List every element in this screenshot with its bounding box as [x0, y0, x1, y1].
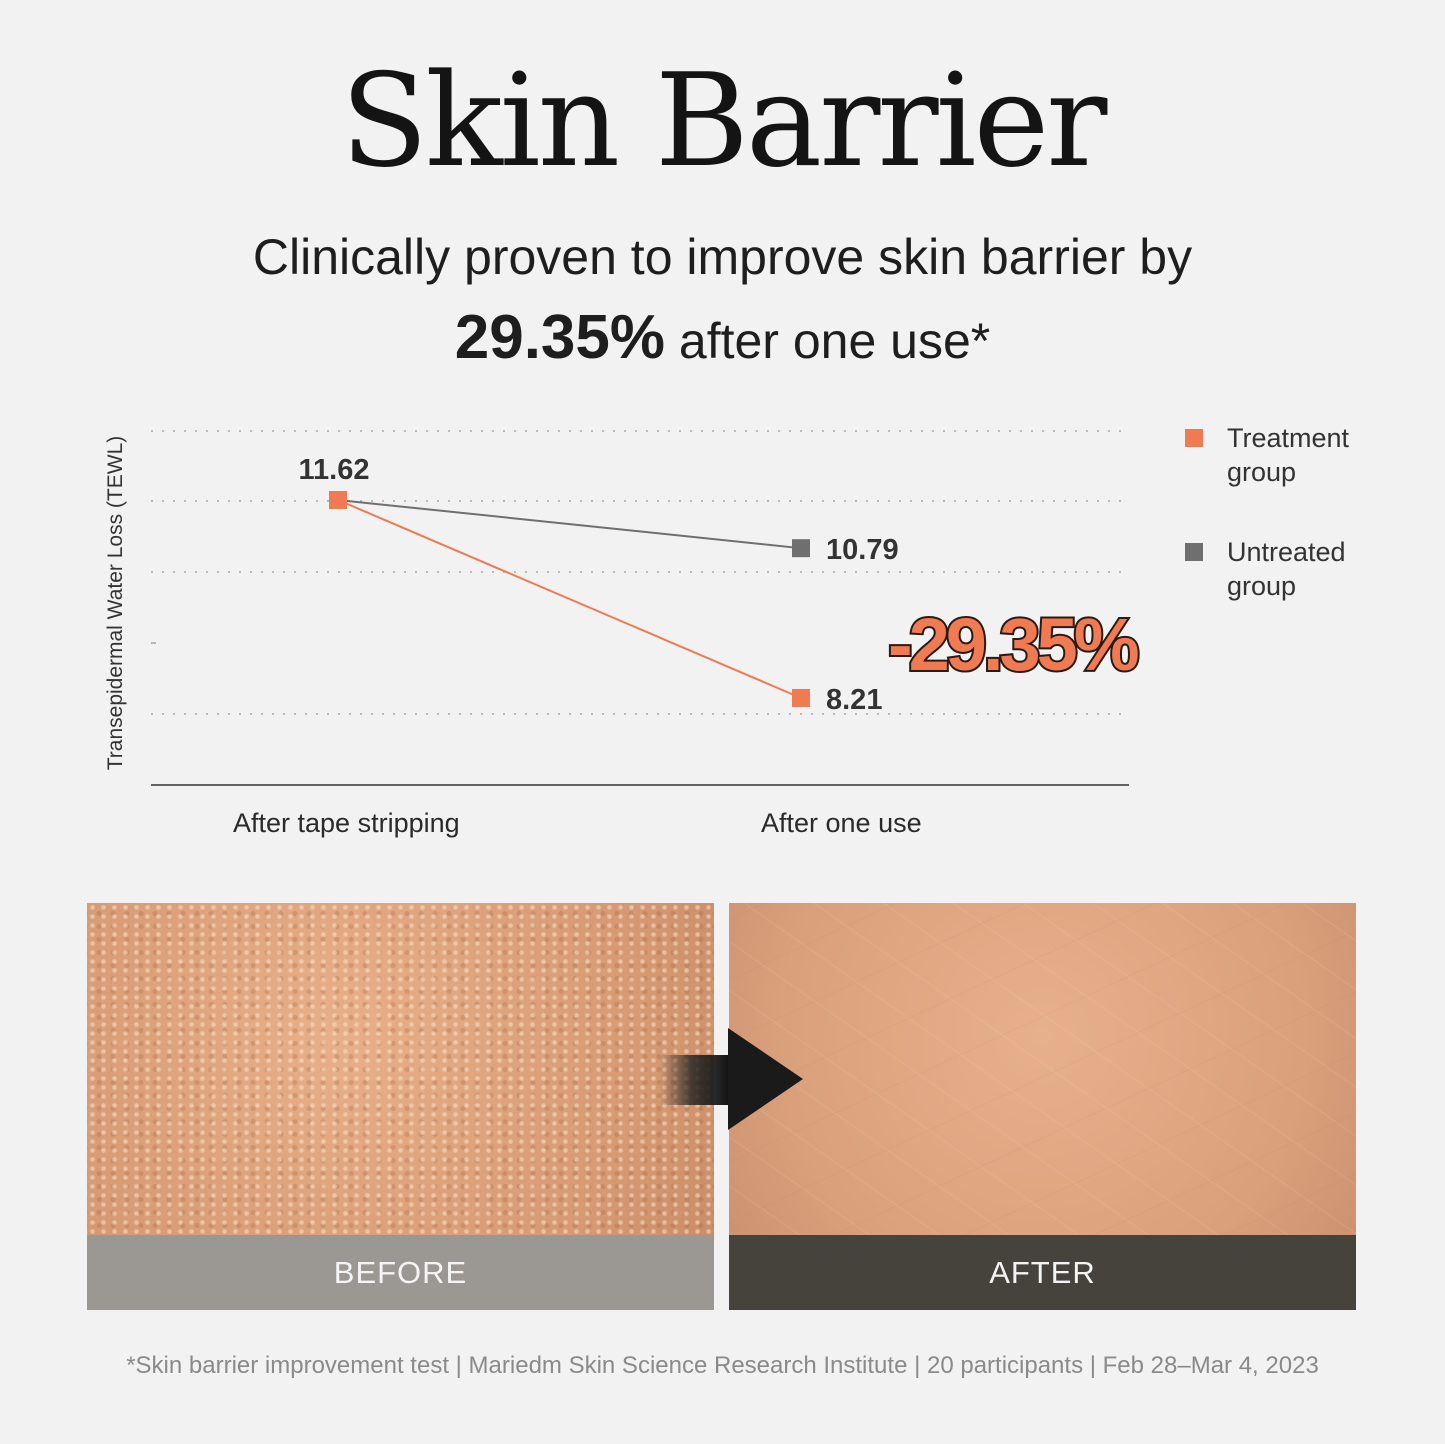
data-label-1-1: 10.79	[826, 534, 899, 566]
legend-swatch-treatment	[1185, 429, 1203, 447]
subtitle-line-2: 29.35% after one use*	[0, 302, 1445, 373]
subtitle-rest: after one use*	[665, 313, 991, 369]
subtitle-line-1: Clinically proven to improve skin barrie…	[252, 229, 1193, 285]
before-skin-photo	[87, 903, 714, 1235]
footnote: *Skin barrier improvement test | Mariedm…	[126, 1352, 1319, 1379]
series-line-0	[337, 499, 802, 699]
data-point-0-1	[792, 688, 810, 707]
legend-swatch-untreated	[1185, 543, 1203, 561]
data-label-0-0: 11.62	[299, 454, 370, 486]
x-tick-label-0: After tape stripping	[233, 808, 460, 838]
legend-line2: group	[1227, 571, 1297, 601]
after-label: AFTER	[729, 1235, 1356, 1310]
legend-line1: Untreated	[1227, 537, 1346, 567]
tewl-line-chart: Transepidermal Water Loss (TEWL) 10.79 11…	[104, 430, 1129, 786]
x-tick-label-1: After one use	[761, 808, 922, 838]
legend-label-treatment: Treatment group	[1227, 421, 1349, 489]
legend-line1: Treatment	[1227, 423, 1350, 453]
legend-line2: group	[1227, 457, 1297, 487]
after-skin-photo	[729, 903, 1356, 1235]
reduction-badge: -29.35%	[886, 601, 1142, 688]
data-label-0-1: 8.21	[826, 684, 882, 716]
data-point-0-0	[329, 491, 347, 509]
series-line-1	[337, 499, 802, 550]
y-axis-label: Transepidermal Water Loss (TEWL)	[104, 436, 127, 771]
arrow-right-icon	[660, 1028, 803, 1130]
data-point-1-1	[792, 539, 810, 558]
legend-label-untreated: Untreated group	[1227, 535, 1346, 603]
before-label: BEFORE	[87, 1235, 714, 1310]
page-title: Skin Barrier	[340, 47, 1108, 196]
subtitle-highlight: 29.35%	[454, 303, 666, 372]
